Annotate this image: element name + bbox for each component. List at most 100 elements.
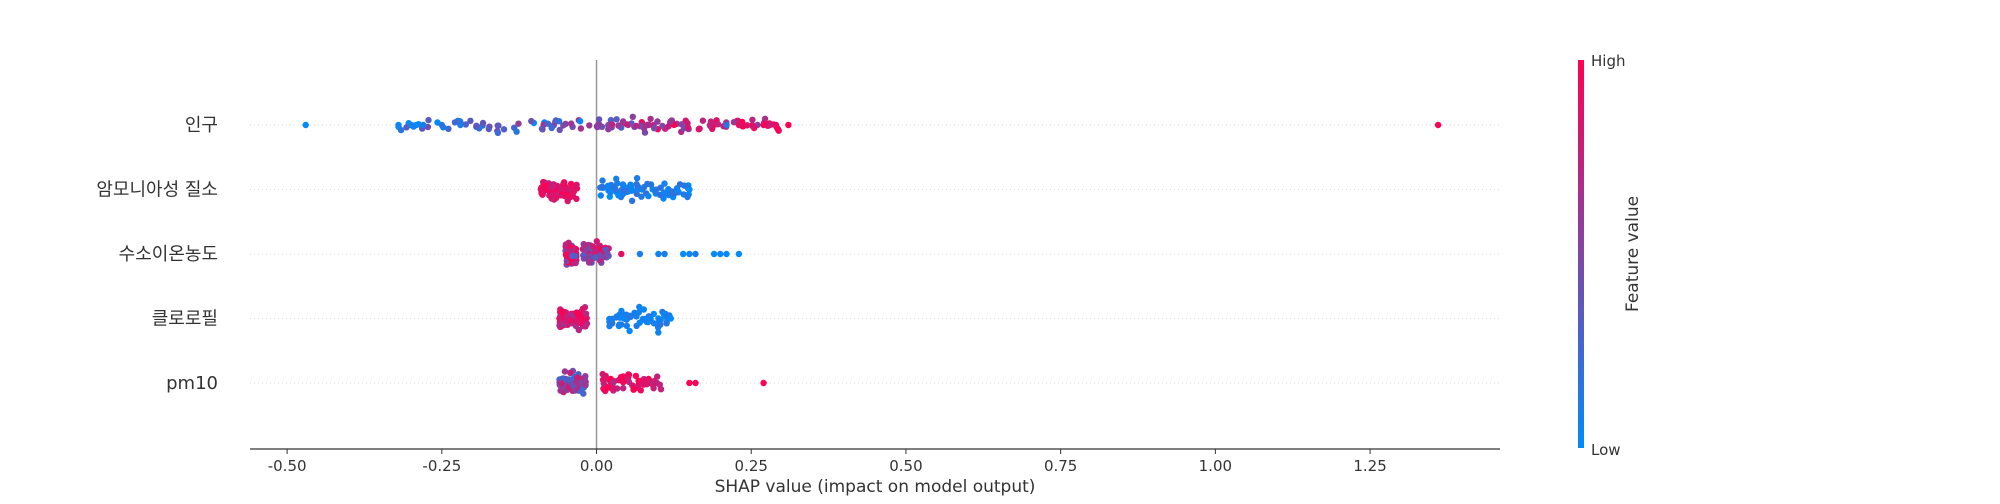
shap-point: [612, 185, 619, 193]
shap-point: [582, 247, 590, 254]
shap-point: [730, 119, 738, 126]
shap-point: [699, 117, 707, 124]
shap-point: [653, 379, 661, 387]
shap-point: [574, 319, 581, 327]
shap-point: [659, 122, 666, 130]
shap-point: [600, 380, 607, 387]
shap-point: [633, 175, 641, 182]
shap-point: [1434, 121, 1442, 129]
shap-point: [684, 193, 691, 201]
shap-point: [582, 382, 589, 389]
x-tick-label: 0.00: [580, 457, 613, 475]
shap-point: [650, 310, 657, 318]
shap-point: [561, 182, 568, 189]
colorbar-low-label: Low: [1591, 441, 1621, 459]
shap-point: [638, 193, 645, 200]
shap-point: [467, 117, 474, 125]
shap-point: [625, 371, 633, 378]
shap-point: [586, 122, 593, 129]
shap-point: [657, 321, 664, 328]
shap-point: [601, 386, 608, 393]
shap-point: [572, 378, 580, 386]
shap-point: [595, 116, 603, 123]
shap-point: [462, 121, 469, 128]
shap-point: [562, 251, 570, 259]
shap-point: [629, 113, 636, 121]
shap-point: [686, 186, 693, 193]
shap-point: [650, 385, 657, 392]
shap-point: [616, 321, 623, 328]
shap-point: [395, 121, 402, 129]
shap-point: [650, 320, 658, 327]
shap-point: [577, 125, 585, 132]
shap-point: [654, 118, 661, 125]
shap-point: [618, 309, 625, 316]
shap-point: [613, 116, 620, 123]
shap-point: [692, 379, 699, 387]
shap-point: [473, 122, 480, 129]
shap-point: [620, 183, 627, 190]
shap-point: [537, 186, 544, 193]
shap-point: [425, 116, 432, 124]
feature-label: 수소이온농도: [119, 244, 218, 265]
shap-point: [397, 126, 405, 134]
shap-point: [573, 181, 580, 188]
shap-point: [573, 309, 580, 316]
shap-point: [438, 121, 445, 129]
colorbar: [1578, 60, 1584, 448]
shap-point: [717, 250, 724, 258]
shap-point: [500, 126, 508, 133]
shap-point: [558, 308, 565, 315]
shap-point: [599, 177, 606, 184]
shap-point: [686, 250, 693, 258]
shap-point: [604, 182, 612, 189]
shap-point: [515, 120, 522, 127]
shap-point: [644, 121, 651, 128]
shap-point: [766, 121, 774, 129]
shap-point: [647, 181, 655, 188]
shap-point: [637, 387, 644, 394]
shap-point: [479, 119, 487, 127]
shap-point: [640, 183, 648, 191]
row-gridlines: [250, 124, 1500, 384]
shap-point: [723, 250, 730, 258]
shap-point: [302, 121, 309, 129]
shap-point: [663, 320, 670, 327]
shap-point: [556, 315, 563, 322]
shap-point: [595, 121, 602, 128]
x-tick-label: 0.50: [889, 457, 922, 475]
colorbar-high-label: High: [1591, 52, 1625, 70]
shap-point: [667, 315, 674, 322]
shap-point: [710, 250, 718, 258]
shap-point: [608, 121, 616, 128]
shap-point: [628, 197, 636, 204]
x-tick-label: 0.75: [1044, 457, 1077, 475]
feature-label: 클로로필: [152, 309, 218, 330]
shap-point: [645, 192, 652, 200]
shap-point: [607, 189, 614, 196]
shap-point: [582, 310, 590, 317]
shap-point: [567, 369, 574, 376]
shap-point: [667, 118, 674, 125]
shap-point: [735, 121, 743, 129]
shap-point: [618, 250, 625, 258]
shap-point: [457, 121, 464, 129]
shap-point: [660, 189, 668, 196]
shap-point: [686, 379, 693, 387]
shap-point: [567, 180, 575, 188]
shap-point: [723, 121, 730, 129]
shap-point: [655, 250, 662, 258]
shap-point: [553, 194, 560, 202]
shap-point: [603, 249, 611, 257]
shap-point: [623, 322, 630, 329]
x-tick-label: 1.25: [1353, 457, 1386, 475]
x-tick-label: 0.25: [735, 457, 768, 475]
shap-point: [651, 187, 659, 195]
shap-point: [684, 124, 692, 131]
shap-point: [589, 243, 596, 250]
x-tick-label: -0.50: [268, 457, 307, 475]
shap-point: [563, 191, 570, 198]
shap-point: [615, 192, 622, 199]
feature-label: 암모니아성 질소: [96, 180, 218, 201]
